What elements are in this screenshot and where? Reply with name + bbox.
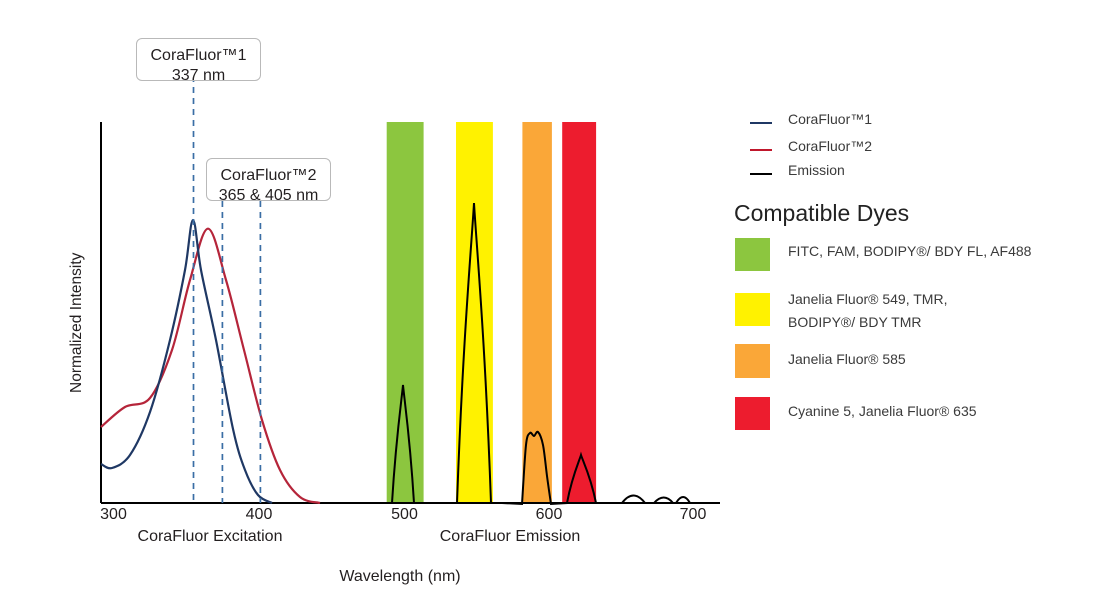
svg-text:600: 600 (536, 506, 563, 523)
svg-text:300: 300 (100, 506, 127, 523)
svg-text:400: 400 (246, 506, 273, 523)
svg-text:500: 500 (391, 506, 418, 523)
svg-text:700: 700 (680, 506, 707, 523)
